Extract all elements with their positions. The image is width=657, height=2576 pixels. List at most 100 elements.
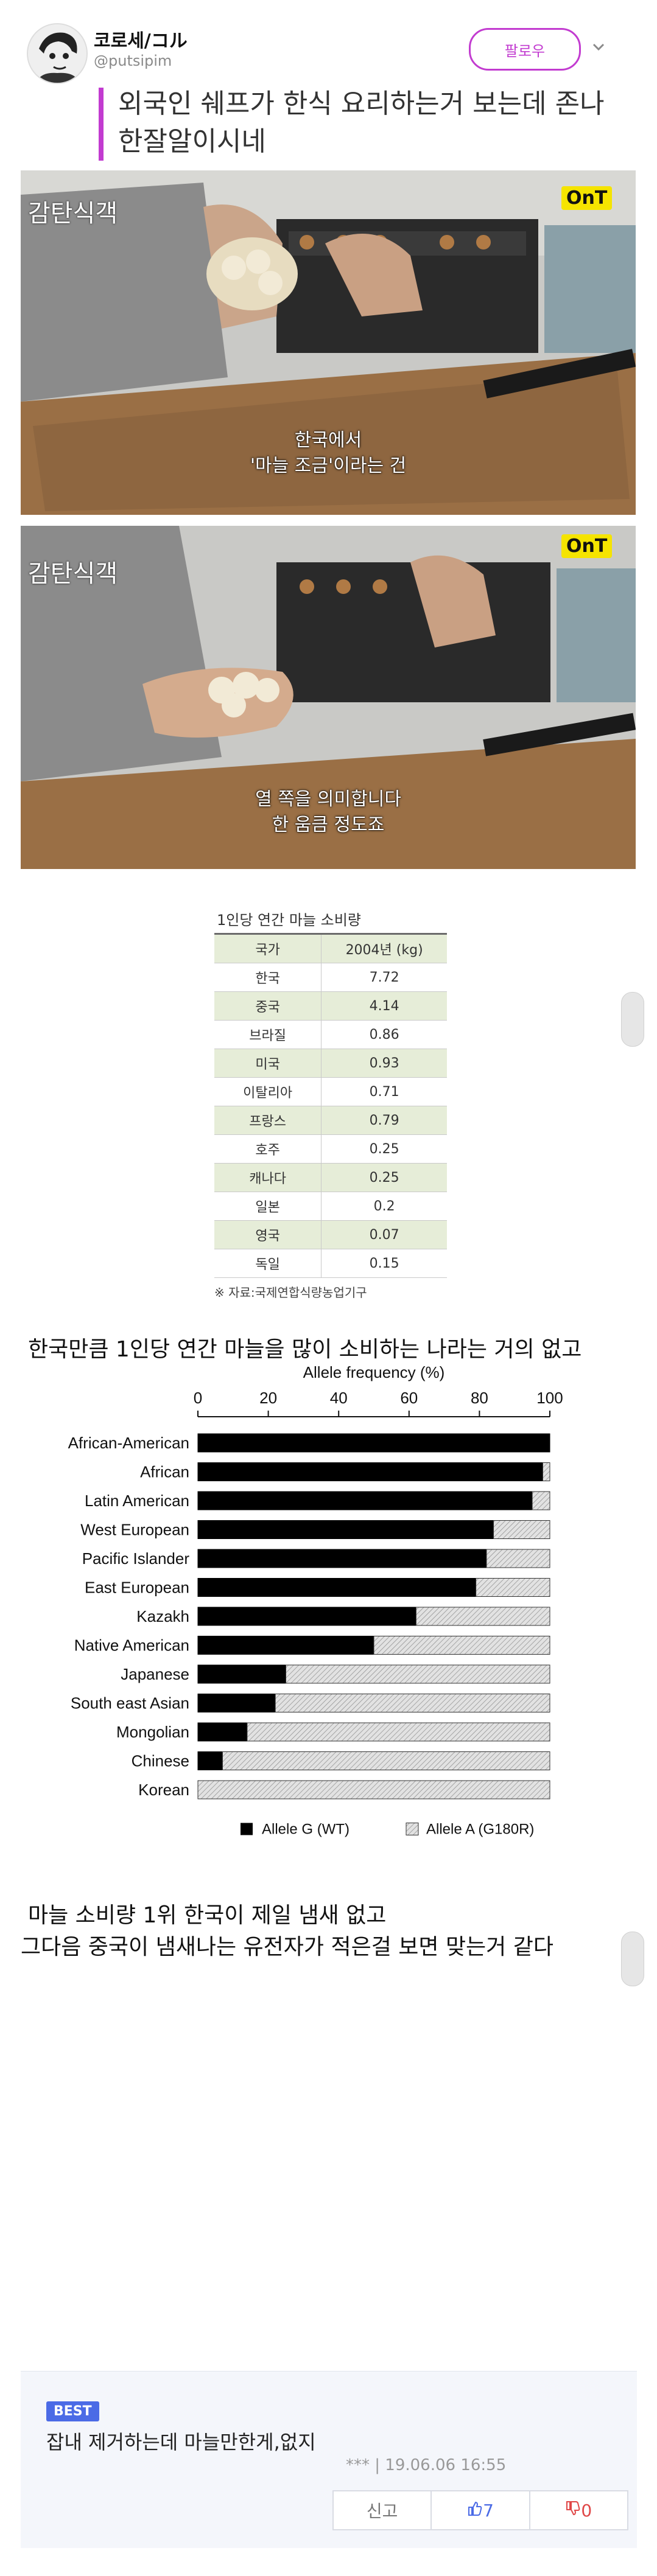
bar-allele-g [197,1694,276,1712]
country-cell: 영국 [214,1220,322,1249]
country-cell: 프랑스 [214,1106,322,1135]
thumbs-down-icon [565,2501,581,2521]
table-title: 1인당 연간 마늘 소비량 [214,906,447,935]
value-cell: 0.79 [321,1106,447,1135]
report-label: 신고 [366,2501,398,2521]
downvote-button[interactable]: 0 [529,2491,627,2529]
country-cell: 독일 [214,1249,322,1278]
category-label: West European [80,1521,189,1539]
table-row: 브라질 0.86 [214,1020,447,1049]
bar-allele-g [197,1578,477,1597]
value-cell: 7.72 [321,963,447,992]
legend-swatch-g [241,1823,253,1835]
bar-allele-g [197,1607,416,1626]
thumbs-up-icon [467,2501,483,2521]
category-label: Kazakh [136,1607,189,1625]
subtitle: 한국에서 [294,430,362,451]
table: 국가 2004년 (kg) 한국 7.72 중국 4.14 브라질 0.86 미국 0.93 이… [214,935,447,1278]
x-tick-label: 80 [471,1389,488,1407]
follow-button[interactable]: 팔로우 [469,28,581,71]
quote-bar [99,88,104,161]
bar-allele-a [197,1780,550,1799]
bar-allele-g [197,1520,494,1539]
category-label: Chinese [132,1752,189,1770]
value-cell: 0.93 [321,1049,447,1078]
value-cell: 0.86 [321,1020,447,1049]
country-cell: 캐나다 [214,1163,322,1192]
scroll-handle[interactable] [621,992,644,1047]
tweet-text: 외국인 쉐프가 한식 요리하는거 보는데 존나 한잘알이시네 [118,85,630,161]
show-logo: 감탄식객 [28,200,118,228]
bar-allele-a [493,1520,550,1539]
legend-swatch-a [406,1823,419,1835]
category-label: East European [85,1579,189,1597]
report-button[interactable]: 신고 [334,2491,430,2529]
x-tick-label: 20 [259,1389,277,1407]
author-name[interactable]: 코로세/コル [94,30,188,52]
chart-title: Allele frequency (%) [303,1363,445,1381]
caption: 한국만큼 1인당 연간 마늘을 많이 소비하는 나라는 거의 없고 [28,1337,582,1362]
country-cell: 한국 [214,963,322,992]
tweet-text-line: 한잘알이시네 [118,126,266,157]
garlic-consumption-table: 1인당 연간 마늘 소비량 국가 2004년 (kg) 한국 7.72 중국 4.14… [214,906,447,1300]
bar-allele-a [275,1694,550,1712]
table-row: 미국 0.93 [214,1049,447,1078]
bar-allele-a [286,1664,550,1684]
caption: 그다음 중국이 냄새나는 유전자가 적은걸 보면 맞는거 같다 [21,1935,553,1960]
x-tick-label: 60 [400,1389,418,1407]
subtitle: 열 쪽을 의미합니다 [255,789,401,810]
upvote-count: 7 [483,2500,494,2521]
downvote-count: 0 [581,2500,592,2521]
value-cell: 0.07 [321,1220,447,1249]
bar-allele-g [197,1462,543,1481]
bar-allele-g [197,1664,286,1684]
legend-label-g: Allele G (WT) [262,1821,350,1838]
table-row: 독일 0.15 [214,1249,447,1278]
bar-allele-g [197,1491,533,1510]
caption: 마늘 소비량 1위 한국이 제일 냄새 없고 [28,1903,387,1928]
bar-allele-a [532,1491,550,1510]
avatar[interactable] [27,23,88,84]
subtitle: '마늘 조금'이라는 건 [250,455,407,476]
table-row: 일본 0.2 [214,1192,447,1221]
allele-chart: Allele frequency (%) 0 20 40 60 80 100 African-… [24,1361,633,1848]
country-cell: 이탈리아 [214,1077,322,1106]
allele-chart-svg: Allele frequency (%) 0 20 40 60 80 100 African-… [68,1363,563,1838]
upvote-button[interactable]: 7 [430,2491,529,2529]
scroll-handle[interactable] [621,1932,644,1986]
bar-allele-g [197,1636,374,1655]
author-handle[interactable]: @putsipim [94,52,172,69]
country-cell: 브라질 [214,1020,322,1049]
video-frame: 감탄식객 OnT 열 쪽을 의미합니다 한 움큼 정도죠 [21,526,636,869]
x-tick-label: 100 [536,1389,563,1407]
legend-label-a: Allele A (G180R) [426,1821,534,1838]
category-label: Pacific Islander [82,1549,190,1568]
table-row: 프랑스 0.79 [214,1106,447,1135]
category-label: Korean [138,1781,189,1799]
tweet-text-line: 외국인 쉐프가 한식 요리하는거 보는데 존나 [118,88,605,119]
country-cell: 호주 [214,1134,322,1164]
bar-allele-a [486,1549,550,1568]
country-cell: 일본 [214,1192,322,1221]
bar-allele-a [373,1636,550,1655]
channel-logo: OnT [561,186,613,210]
value-cell: 0.2 [321,1192,447,1221]
subtitle: 한 움큼 정도죠 [272,814,385,836]
chevron-down-icon[interactable] [589,38,608,56]
value-cell: 0.15 [321,1249,447,1278]
country-cell: 중국 [214,991,322,1021]
category-label: Native American [74,1636,189,1655]
category-label: African [140,1463,189,1481]
best-badge: BEST [46,2401,99,2421]
bar-allele-a [542,1462,550,1481]
x-tick-label: 0 [194,1389,202,1407]
bar-allele-g [197,1549,487,1568]
value-cell: 0.25 [321,1134,447,1164]
category-label: Japanese [121,1665,189,1683]
bar-allele-a [222,1751,550,1770]
table-row: 영국 0.07 [214,1220,447,1249]
comment-meta: *** | 19.06.06 16:55 [346,2456,507,2474]
comment-text: 잡내 제거하는데 마늘만한게,없지 [46,2431,316,2454]
table-source: ※ 자료:국제연합식량농업기구 [214,1285,367,1300]
category-label: Mongolian [116,1723,189,1741]
